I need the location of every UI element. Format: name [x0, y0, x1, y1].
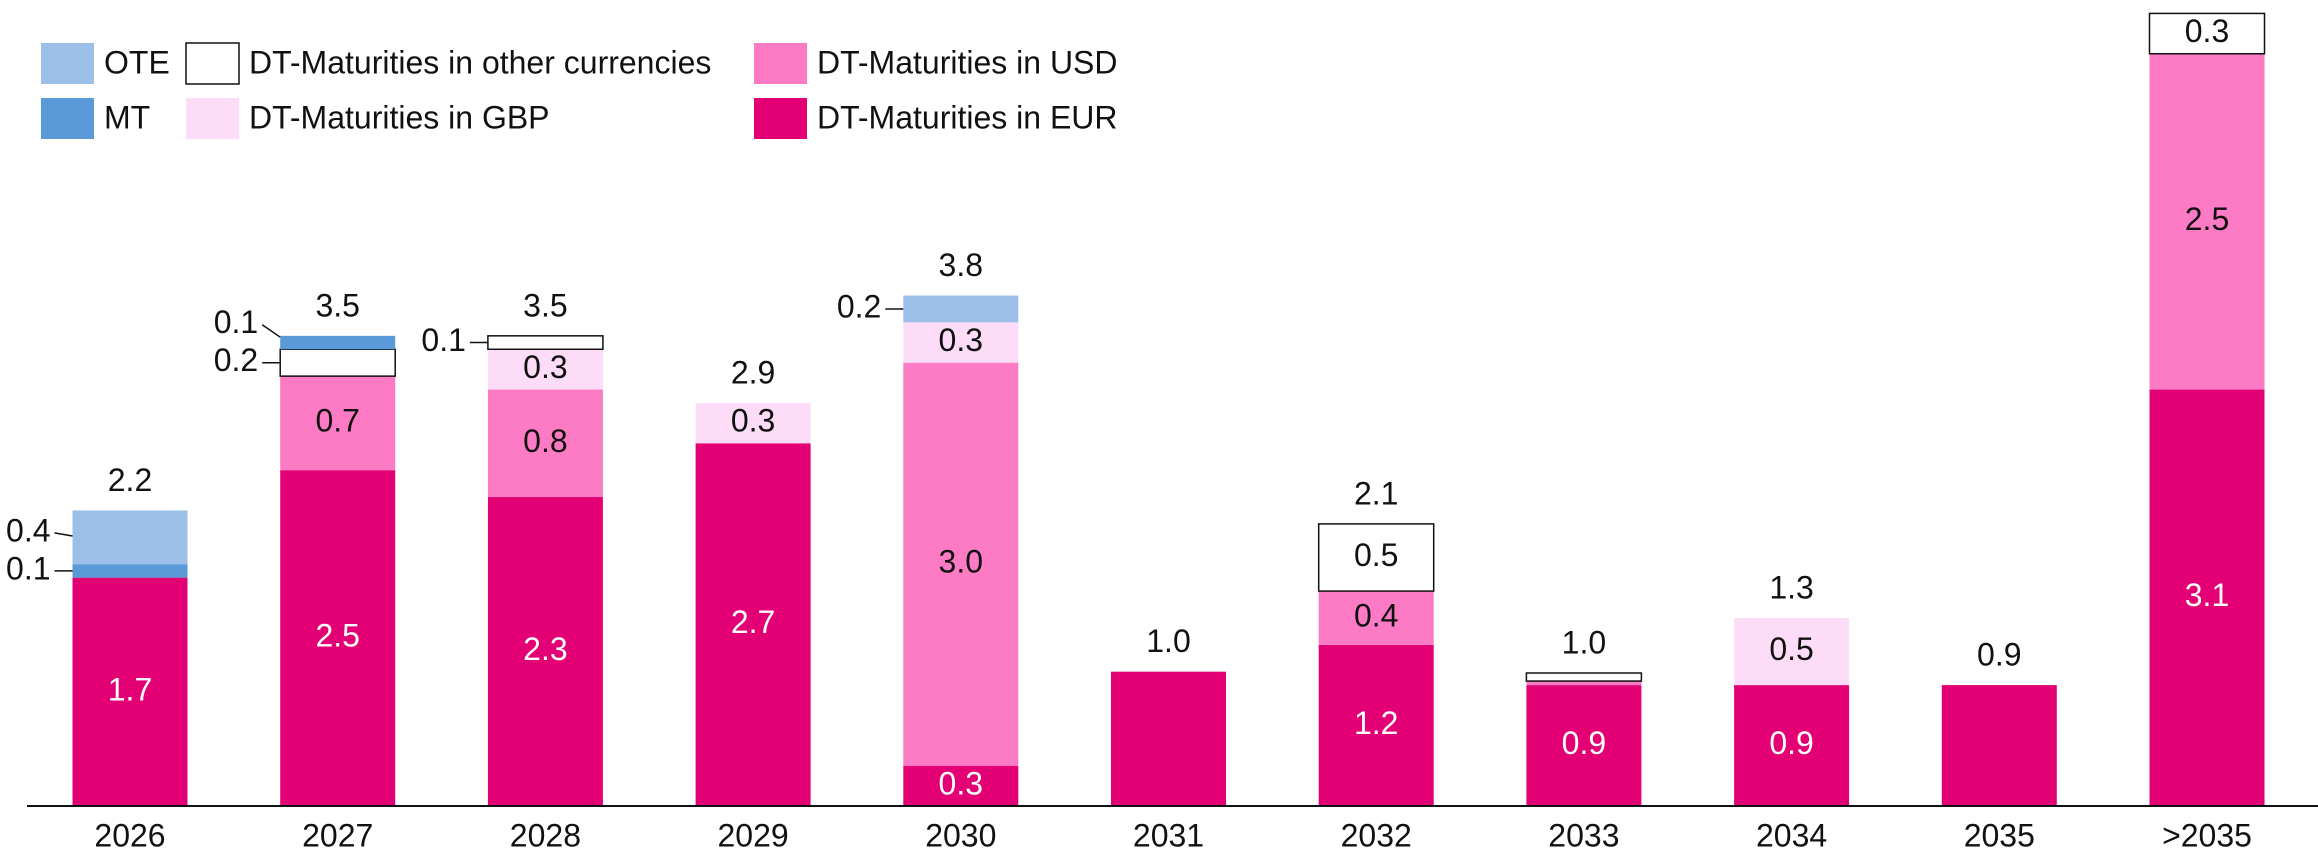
callout-label: 0.1: [421, 322, 465, 358]
bar-segment: [1317, 523, 1435, 592]
value-label: 0.8: [523, 423, 567, 459]
legend-label: OTE: [104, 44, 170, 80]
value-label: 3.1: [2185, 577, 2229, 613]
x-tick-label: 2027: [302, 817, 373, 853]
x-tick-label: 2032: [1341, 817, 1412, 853]
value-label: 1.7: [108, 671, 152, 707]
callout-label: 0.4: [6, 512, 50, 548]
callout-label: 0.2: [214, 342, 258, 378]
value-label: 0.4: [1354, 597, 1398, 633]
bar-segment: [903, 322, 1019, 363]
value-label: 0.5: [1354, 537, 1398, 573]
legend-swatch: [185, 42, 240, 85]
legend-swatch: [41, 43, 94, 84]
bar-segment: [1734, 685, 1850, 806]
x-tick-label: 2030: [925, 817, 996, 853]
legend-label: DT-Maturities in GBP: [249, 99, 550, 135]
legend-swatch: [754, 98, 807, 139]
total-label: 2.1: [1354, 475, 1398, 511]
bar-segment: [903, 362, 1019, 766]
bar-segment: [72, 564, 188, 578]
bar-segment: [1526, 681, 1642, 686]
x-tick-label: 2028: [510, 817, 581, 853]
bar-segment: [1734, 617, 1850, 686]
x-tick-label: 2031: [1133, 817, 1204, 853]
total-label: 3.8: [939, 247, 983, 283]
total-label: 5.8: [2185, 0, 2229, 1]
x-tick-label: 2033: [1548, 817, 1619, 853]
legend-label: DT-Maturities in USD: [817, 44, 1118, 80]
bar-segment: [280, 470, 396, 806]
total-label: 0.9: [1977, 637, 2021, 673]
callout-label: 0.1: [6, 550, 50, 586]
value-label: 0.3: [939, 765, 983, 801]
legend-label: DT-Maturities in other currencies: [249, 44, 711, 80]
x-tick-label: 2034: [1756, 817, 1827, 853]
total-label: 1.0: [1562, 624, 1606, 660]
value-label: 2.7: [731, 604, 775, 640]
leader-line: [261, 324, 281, 338]
legend-label: DT-Maturities in EUR: [817, 99, 1118, 135]
bar-segment: [1525, 672, 1643, 682]
bar-segment: [695, 403, 811, 444]
bar-segment: [1526, 685, 1642, 806]
callout-label: 0.1: [214, 304, 258, 340]
value-label: 0.3: [523, 349, 567, 385]
total-label: 3.5: [523, 287, 567, 323]
value-label: 0.3: [731, 403, 775, 439]
value-label: 2.3: [523, 631, 567, 667]
bar-segment: [903, 765, 1019, 806]
x-tick-label: 2026: [94, 817, 165, 853]
x-tick-label: 2035: [1964, 817, 2035, 853]
bar-segment: [487, 335, 604, 351]
total-label: 2.9: [731, 354, 775, 390]
total-label: 3.5: [315, 287, 359, 323]
leader-line: [54, 532, 73, 537]
bar-segment: [279, 348, 396, 377]
value-label: 0.7: [315, 403, 359, 439]
x-tick-label: 2029: [718, 817, 789, 853]
value-label: 0.9: [1769, 725, 1813, 761]
total-label: 2.2: [108, 462, 152, 498]
bar-segment: [280, 335, 396, 350]
bar-segment: [487, 497, 603, 806]
value-label: 1.2: [1354, 705, 1398, 741]
bar-segment: [487, 389, 603, 498]
total-label: 1.3: [1769, 569, 1813, 605]
bar-segment: [1318, 591, 1434, 645]
bar-segment: [280, 376, 396, 471]
bar-segment: [72, 510, 188, 565]
bar-segment: [487, 349, 603, 390]
bar-segment: [72, 577, 188, 806]
value-label: 0.3: [2185, 13, 2229, 49]
bar-segment: [1941, 685, 2057, 806]
bar-segment: [1111, 671, 1226, 806]
value-label: 0.5: [1769, 631, 1813, 667]
x-tick-label: >2035: [2162, 817, 2252, 853]
value-label: 2.5: [315, 618, 359, 654]
bar-segment: [695, 443, 811, 806]
value-label: 2.5: [2185, 201, 2229, 237]
legend-swatch: [41, 98, 94, 139]
legend-label: MT: [104, 99, 150, 135]
value-label: 0.9: [1562, 725, 1606, 761]
total-label: 1.0: [1146, 623, 1190, 659]
value-label: 0.3: [939, 322, 983, 358]
value-label: 3.0: [939, 544, 983, 580]
bar-segment: [1318, 644, 1434, 806]
bar-segment: [2149, 389, 2265, 806]
bar-segment: [903, 295, 1019, 323]
bar-segment: [2149, 53, 2265, 390]
legend-swatch: [754, 43, 807, 84]
legend-swatch: [186, 98, 239, 139]
callout-label: 0.2: [837, 288, 881, 324]
bar-segment: [2148, 12, 2266, 55]
